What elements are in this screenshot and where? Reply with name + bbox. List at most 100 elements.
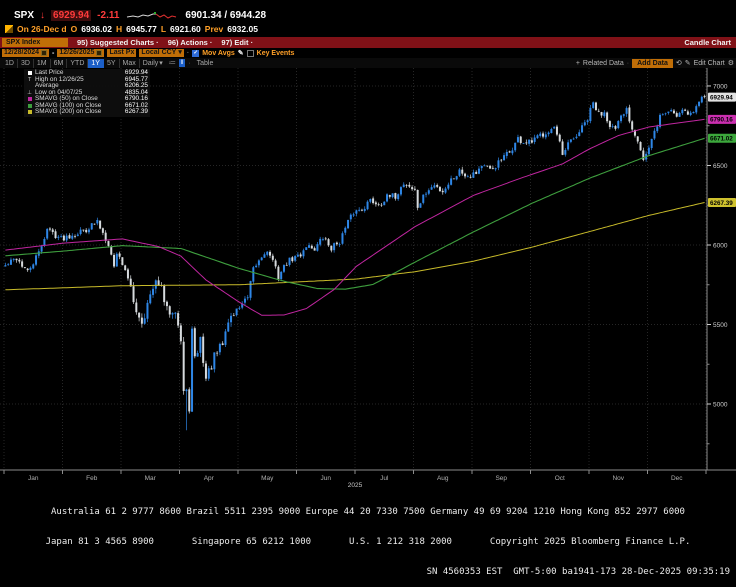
legend-value: 6267.39	[124, 108, 148, 115]
legend-row-last-price: Last Price 6929.94	[26, 69, 148, 77]
low-value: 6921.60	[170, 24, 201, 34]
menu-edit[interactable]: 97) Edit ·	[221, 38, 254, 47]
add-data-button[interactable]: Add Data	[632, 58, 673, 68]
legend-value: 4835.04	[124, 88, 148, 96]
sma200-line	[5, 202, 705, 291]
tab-1y[interactable]: 1Y	[88, 58, 104, 68]
legend-marker	[27, 71, 32, 76]
svg-text:6500: 6500	[713, 163, 728, 170]
session-line: On 26-Dec d O 6936.02 H 6945.77 L 6921.6…	[5, 24, 258, 34]
bid-ask: 6901.34 / 6944.28	[185, 10, 267, 21]
legend-label: SMAVG (200) on Close	[35, 108, 102, 115]
tab-ytd[interactable]: YTD	[67, 58, 89, 68]
session-date: On 26-Dec d	[17, 24, 67, 34]
note-icon[interactable]	[5, 25, 13, 33]
svg-text:5500: 5500	[713, 322, 728, 329]
menu-suggested-charts[interactable]: 95) Suggested Charts ·	[77, 38, 159, 47]
related-data-button[interactable]: Related Data	[582, 59, 624, 67]
down-arrow-icon: ↓	[40, 10, 46, 21]
date-from-field[interactable]: 12/28/2024	[2, 49, 50, 57]
legend-label: High on 12/26/25	[35, 75, 84, 83]
legend-value: 6206.25	[124, 82, 148, 89]
svg-text:Mar: Mar	[145, 475, 157, 482]
svg-text:Aug: Aug	[437, 475, 449, 482]
quote-header: SPX ↓ 6929.94 -2.11 6901.34 / 6944.28 On…	[0, 0, 736, 37]
legend-row-high: T High on 12/26/25 6945.77	[26, 75, 148, 84]
date-range-separator: -	[52, 49, 55, 57]
toolbar-dot: ·	[186, 49, 190, 57]
calendar-icon[interactable]	[41, 50, 48, 56]
price-field-dropdown[interactable]: Last Px	[107, 49, 137, 57]
edit-chart-button[interactable]: Edit Chart	[693, 59, 725, 67]
key-events-checkbox[interactable]	[246, 49, 254, 57]
low-label: L	[160, 24, 167, 34]
tab-6m[interactable]: 6M	[51, 58, 68, 68]
calendar-icon[interactable]	[96, 50, 103, 56]
tab-max[interactable]: Max	[120, 58, 140, 68]
frequency-dropdown[interactable]: Daily ▾	[142, 59, 163, 68]
tab-1d[interactable]: 1D	[2, 58, 18, 68]
svg-text:Nov: Nov	[612, 475, 624, 482]
edit-pencil-icon[interactable]: ✎	[237, 50, 244, 57]
legend-marker: ⊥	[27, 89, 32, 96]
currency-dropdown[interactable]: Local CCY ▾	[139, 49, 184, 57]
mov-avgs-label[interactable]: Mov Avgs	[202, 49, 235, 57]
prev-value: 6932.05	[227, 24, 258, 34]
chart-legend: Last Price 6929.94 T High on 12/26/25 69…	[24, 69, 150, 117]
menu-actions[interactable]: 96) Actions ·	[167, 38, 213, 47]
chevron-down-icon: ▾	[178, 49, 182, 56]
command-bar: SPX Index 95) Suggested Charts · 96) Act…	[0, 37, 736, 48]
gear-icon[interactable]: ⚙	[727, 60, 734, 67]
table-button[interactable]: Table	[196, 59, 214, 67]
footer-contacts-2: Japan 81 3 4565 8900 Singapore 65 6212 1…	[45, 537, 691, 547]
refresh-icon[interactable]: ⟲	[675, 60, 682, 67]
tab-1m[interactable]: 1M	[34, 58, 51, 68]
svg-text:6000: 6000	[713, 242, 728, 249]
quote-line: SPX ↓ 6929.94 -2.11 6901.34 / 6944.28	[14, 9, 266, 22]
tab-3d[interactable]: 3D	[18, 58, 34, 68]
security-input[interactable]: SPX Index	[2, 38, 68, 47]
tab-5y[interactable]: 5Y	[104, 58, 120, 68]
list-view-icon[interactable]: ≔	[168, 60, 176, 67]
open-value: 6936.02	[81, 24, 112, 34]
legend-value: 6945.77	[124, 75, 148, 83]
svg-text:Dec: Dec	[671, 475, 683, 482]
high-label: H	[115, 24, 123, 34]
svg-text:5000: 5000	[713, 401, 728, 408]
chevron-down-icon: ▾	[159, 60, 163, 67]
price-chart[interactable]: 5000 5500 6000 6500 7000 Jan Feb Mar Apr May Jun Ju…	[0, 68, 736, 488]
net-change: -2.11	[97, 10, 120, 21]
key-events-label[interactable]: Key Events	[256, 49, 295, 57]
legend-value: 6929.94	[124, 69, 148, 76]
legend-label: SMAVG (50) on Close	[35, 95, 98, 102]
legend-value: 6671.02	[124, 101, 148, 109]
edit-pencil-icon[interactable]: ✎	[684, 60, 691, 67]
price-axis-box	[708, 133, 736, 143]
prev-label: Prev	[204, 24, 224, 34]
date-to-field[interactable]: 12/26/2025	[57, 49, 105, 57]
tab-dot: ·	[188, 59, 191, 67]
mov-avgs-checkbox[interactable]: ✓	[192, 49, 200, 57]
last-price: 6929.94	[51, 10, 92, 21]
ticker: SPX	[14, 10, 35, 21]
svg-text:2025: 2025	[348, 482, 363, 488]
legend-label: Average	[35, 82, 59, 89]
footer-contacts-1: Australia 61 2 9777 8600 Brazil 5511 239…	[51, 507, 685, 517]
legend-row-smavg50: SMAVG (50) on Close 6790.16	[26, 95, 148, 103]
svg-text:Apr: Apr	[204, 475, 215, 482]
legend-marker	[27, 103, 32, 108]
sma100-line	[5, 137, 705, 290]
open-label: O	[70, 24, 78, 34]
price-axis-box	[708, 114, 736, 124]
legend-row-average: Average 6206.25	[26, 82, 148, 90]
svg-text:Sep: Sep	[495, 475, 507, 482]
candle-chart-type-icon[interactable]: ‖	[178, 59, 186, 67]
terminal-footer: Australia 61 2 9777 8600 Brazil 5511 239…	[0, 487, 736, 587]
period-tab-row: 1D 3D 1M 6M YTD 1Y 5Y Max Daily ▾ ≔ ‖ · …	[0, 58, 736, 68]
svg-text:Jul: Jul	[380, 475, 389, 482]
svg-text:6267.39: 6267.39	[710, 200, 733, 207]
legend-label: Last Price	[35, 69, 64, 76]
mini-sparkline-icon	[127, 12, 177, 19]
legend-marker	[27, 97, 32, 102]
legend-value: 6790.16	[124, 95, 148, 102]
